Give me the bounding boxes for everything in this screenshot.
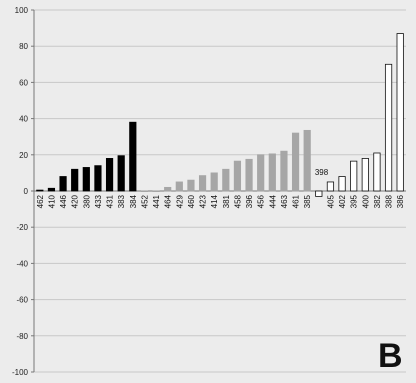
bar xyxy=(350,160,358,192)
x-tick-label: 386 xyxy=(396,194,405,208)
bar xyxy=(94,165,102,192)
x-tick-label: 400 xyxy=(361,194,370,208)
x-tick-label: 395 xyxy=(350,194,359,208)
bar xyxy=(152,190,160,193)
y-tick-label: -60 xyxy=(16,296,28,305)
y-tick-label: 0 xyxy=(24,187,29,196)
bar xyxy=(198,175,207,192)
y-tick-label: 20 xyxy=(19,151,28,160)
bar xyxy=(187,179,195,192)
bar xyxy=(105,158,114,192)
bar xyxy=(326,181,335,192)
bar xyxy=(384,63,393,192)
bar xyxy=(257,154,265,192)
x-tick-label: 462 xyxy=(36,194,45,208)
bar xyxy=(210,172,218,192)
bar xyxy=(164,186,172,192)
bar xyxy=(233,160,242,192)
y-tick-label: -100 xyxy=(12,368,29,377)
bar xyxy=(303,129,311,192)
x-tick-label: 461 xyxy=(292,194,301,208)
x-tick-label: 398 xyxy=(315,168,329,177)
bar xyxy=(396,33,404,192)
bar xyxy=(59,176,67,192)
bar xyxy=(315,190,323,197)
bar xyxy=(291,132,300,192)
gridlines xyxy=(34,9,406,373)
x-tick-label: 458 xyxy=(233,194,242,208)
x-tick-label: 383 xyxy=(117,194,126,208)
bar xyxy=(36,189,44,192)
bar xyxy=(268,153,276,192)
x-tick-label: 460 xyxy=(187,194,196,208)
x-tick-label: 456 xyxy=(257,194,266,208)
x-tick-label: 396 xyxy=(245,194,254,208)
x-tick-label: 431 xyxy=(106,194,115,208)
x-tick-label: 452 xyxy=(140,194,149,208)
x-tick-label: 446 xyxy=(59,194,68,208)
bar xyxy=(245,158,253,192)
bar xyxy=(82,167,90,192)
bar xyxy=(175,181,183,192)
x-tick-label: 423 xyxy=(199,194,208,208)
x-tick-label: 388 xyxy=(385,194,394,208)
x-tick-label: 433 xyxy=(94,194,103,208)
x-tick-label: 441 xyxy=(152,194,161,208)
y-tick-label: 80 xyxy=(19,42,28,51)
x-tick-label: 420 xyxy=(71,194,80,208)
bar xyxy=(117,155,125,192)
x-tick-label: 410 xyxy=(47,194,56,208)
x-tick-label: 405 xyxy=(326,194,335,208)
x-tick-label: 464 xyxy=(164,194,173,208)
panel-letter: B xyxy=(378,337,403,375)
y-tick-label: 60 xyxy=(19,78,28,87)
y-tick-label: -40 xyxy=(16,259,28,268)
x-tick-label: 381 xyxy=(222,194,231,208)
y-tick-label: 100 xyxy=(15,6,29,15)
x-tick-label: 384 xyxy=(129,194,138,208)
y-tick-label: -20 xyxy=(16,223,28,232)
y-tick-label: -80 xyxy=(16,332,28,341)
x-tick-label: 463 xyxy=(280,194,289,208)
bar xyxy=(71,168,79,192)
x-tick-label: 380 xyxy=(82,194,91,208)
bar xyxy=(373,152,381,192)
x-tick-label: 444 xyxy=(268,194,277,208)
x-tick-label: 414 xyxy=(210,194,219,208)
bar xyxy=(47,187,56,192)
x-tick-label: 385 xyxy=(303,194,312,208)
x-tick-label: 382 xyxy=(373,194,382,208)
bar xyxy=(338,176,346,192)
bar xyxy=(129,121,137,192)
bars xyxy=(36,33,404,197)
bar xyxy=(222,168,230,192)
x-axis-tick-labels: 462 410 446 420 380 433 431 383 384 452 441 464 429 4… xyxy=(36,168,405,208)
bar xyxy=(361,158,369,192)
bar xyxy=(140,190,149,193)
y-axis-ticks: -100 -80 -60 -40 -20 0 20 40 60 80 100 xyxy=(12,6,34,377)
x-tick-label: 402 xyxy=(338,194,347,208)
x-tick-label: 429 xyxy=(175,194,184,208)
bar xyxy=(280,150,288,192)
y-tick-label: 40 xyxy=(19,115,28,124)
